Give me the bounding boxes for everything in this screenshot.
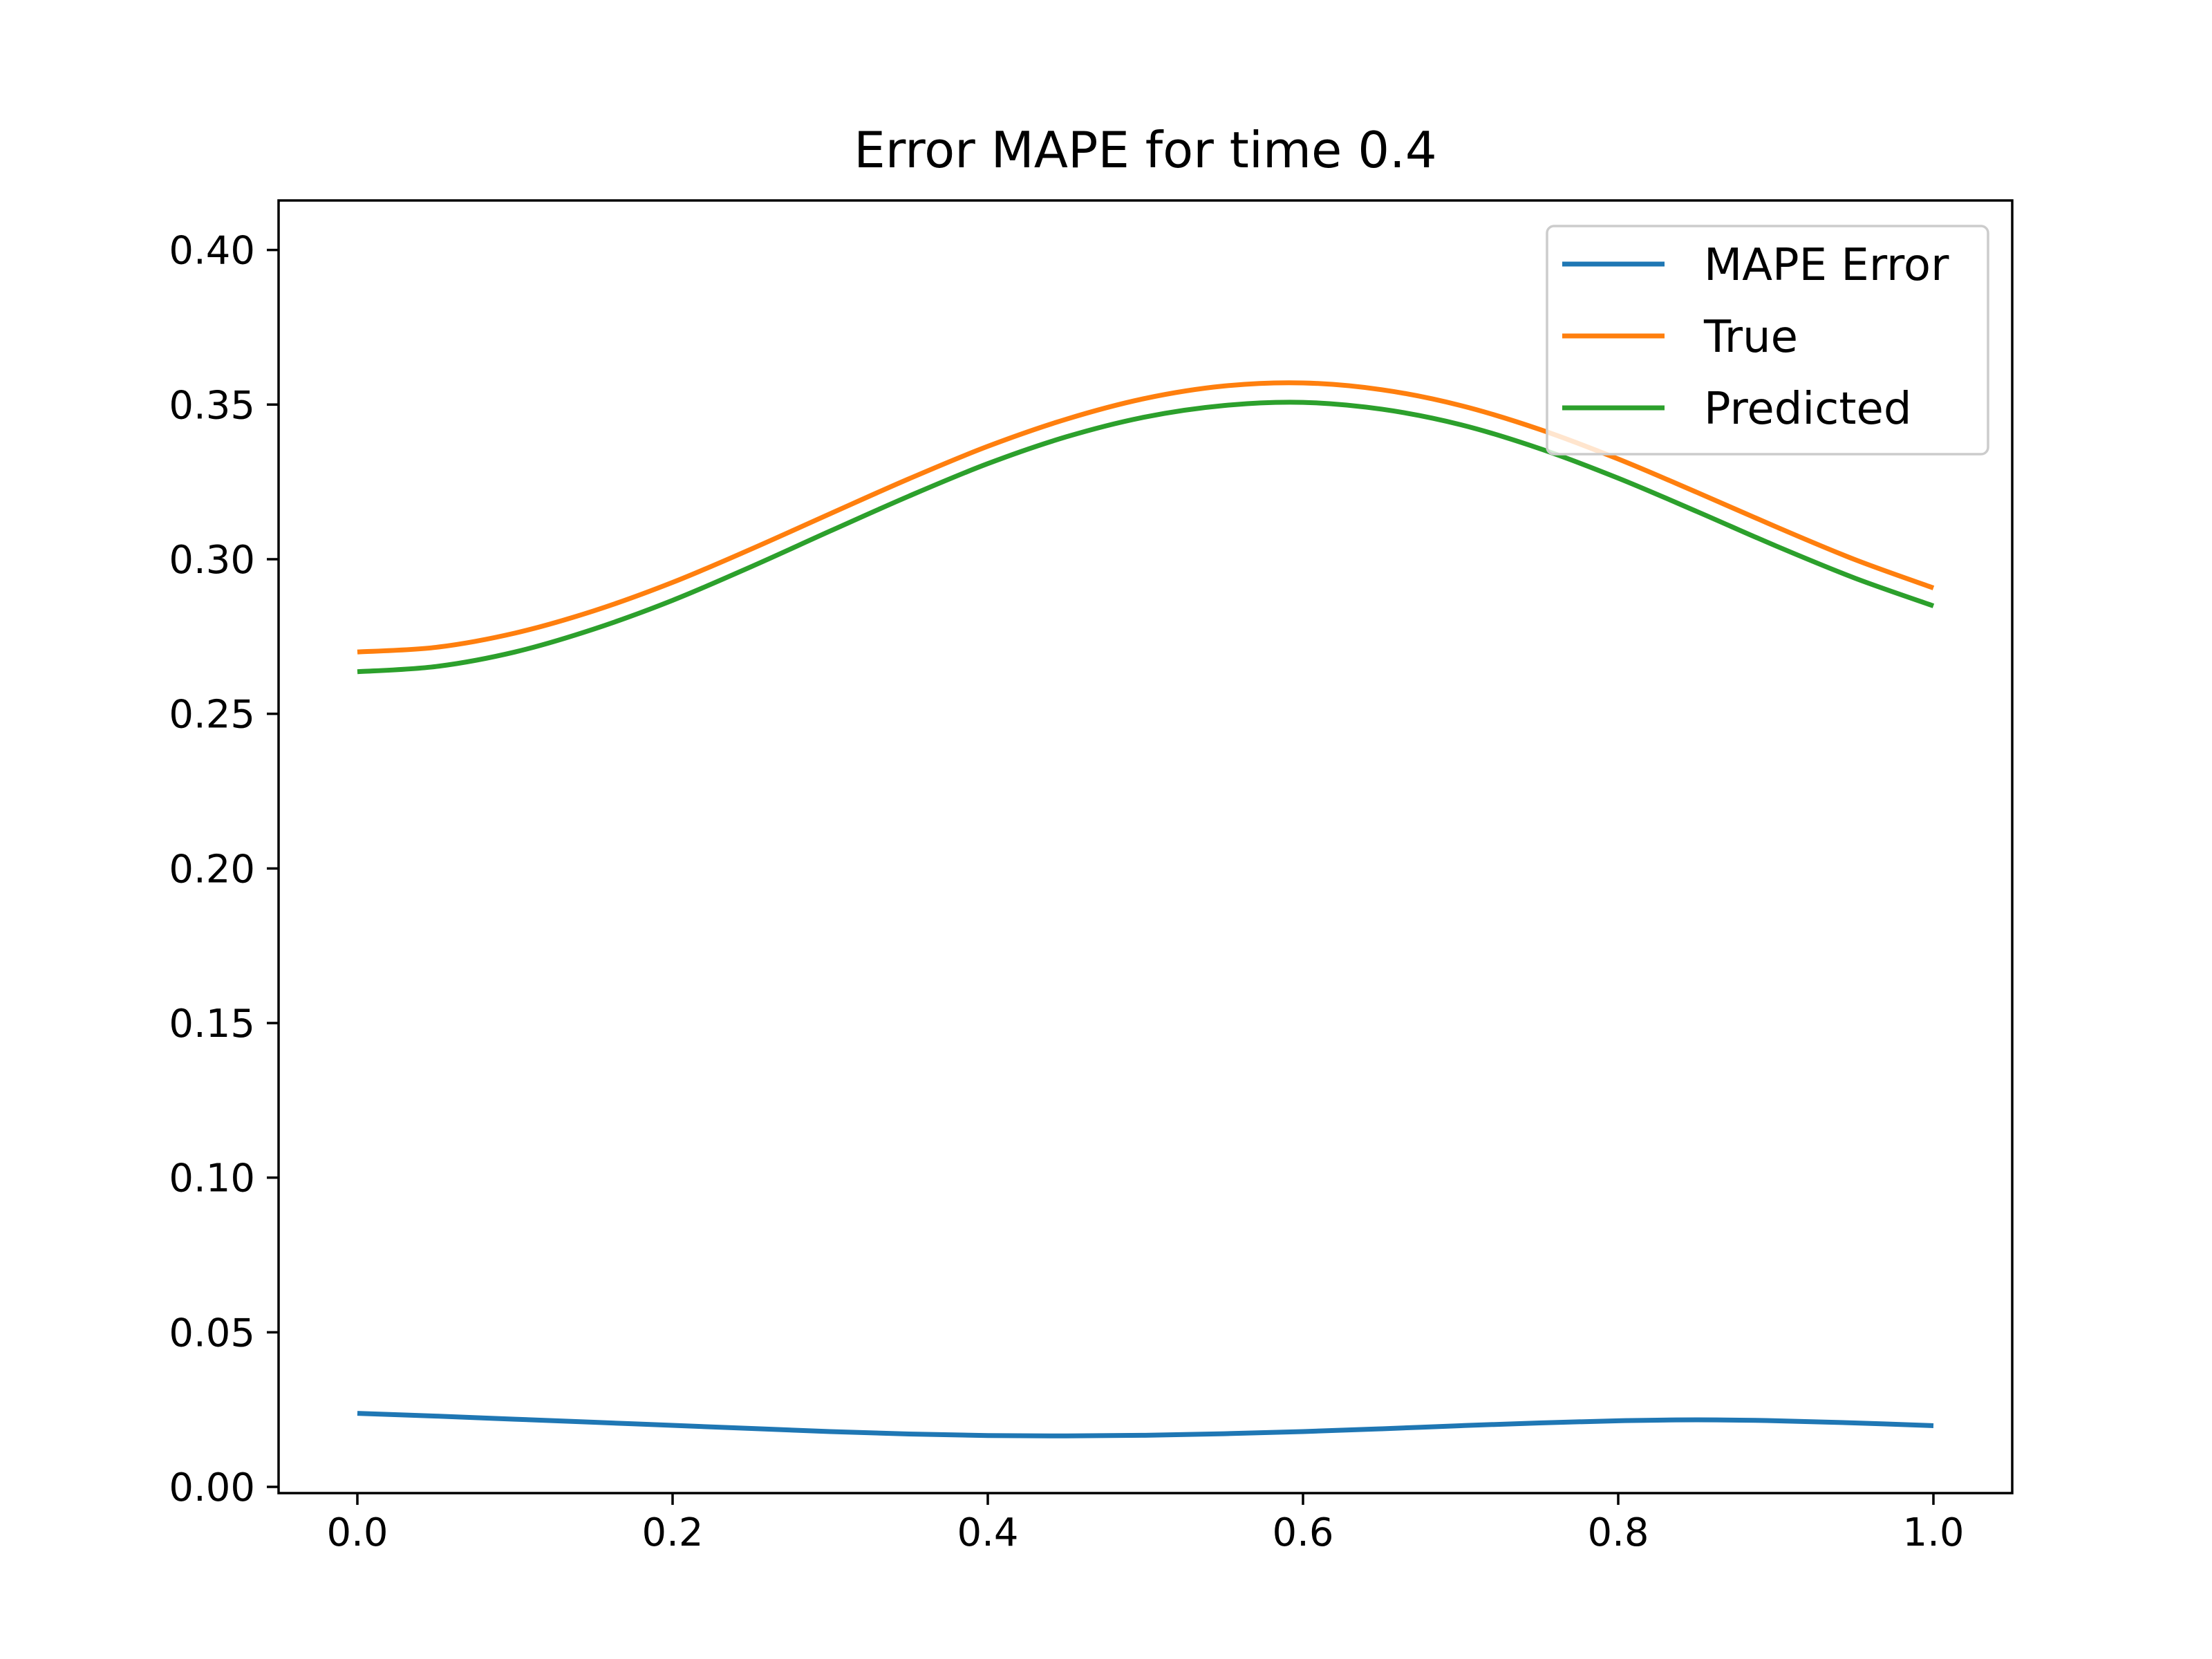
legend-label: Predicted bbox=[1704, 384, 1911, 435]
x-tick-label: 0.0 bbox=[326, 1510, 388, 1555]
axes: 0.0 0.2 0.4 0.6 0.8 1.0 0.00 0.05 0.10 0.15 0.20 0.… bbox=[169, 229, 1964, 1555]
y-tick-label: 0.40 bbox=[169, 229, 255, 274]
y-tick-label: 0.10 bbox=[169, 1156, 255, 1201]
plot-frame bbox=[277, 199, 2014, 1494]
x-tick-label: 1.0 bbox=[1902, 1510, 1964, 1555]
y-tick-label: 0.20 bbox=[169, 847, 255, 892]
series-line-predicted bbox=[357, 400, 1935, 675]
y-tick-label: 0.35 bbox=[169, 383, 255, 428]
y-tick-label: 0.00 bbox=[169, 1465, 255, 1510]
legend: MAPE Error True Predicted bbox=[1546, 225, 1989, 456]
x-tick-label: 0.6 bbox=[1272, 1510, 1333, 1555]
plot-area bbox=[357, 380, 1935, 1438]
series-line-mape-error bbox=[357, 1411, 1934, 1438]
x-tick-label: 0.2 bbox=[641, 1510, 703, 1555]
legend-label: True bbox=[1703, 312, 1798, 363]
chart-title: Error MAPE for time 0.4 bbox=[854, 121, 1437, 179]
x-tick-label: 0.4 bbox=[957, 1510, 1018, 1555]
y-tick-label: 0.15 bbox=[169, 1002, 255, 1047]
legend-label: MAPE Error bbox=[1704, 240, 1949, 291]
y-tick-label: 0.25 bbox=[169, 693, 255, 738]
y-tick-label: 0.30 bbox=[169, 538, 255, 583]
legend-box bbox=[1546, 225, 1989, 456]
series-line-true bbox=[357, 380, 1935, 655]
y-tick-label: 0.05 bbox=[169, 1311, 255, 1356]
x-tick-label: 0.8 bbox=[1587, 1510, 1649, 1555]
